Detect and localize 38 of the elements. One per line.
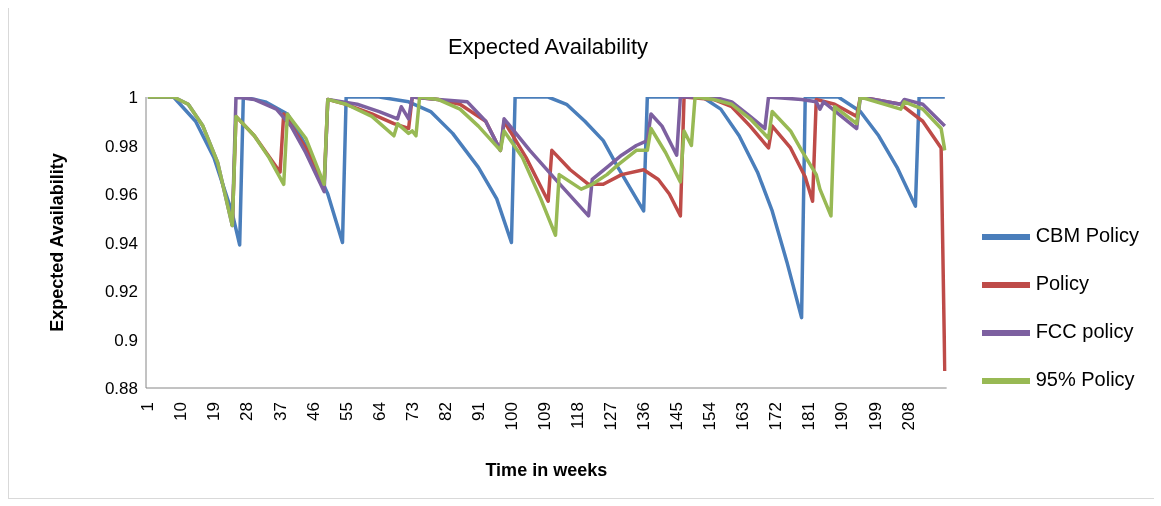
x-tick-label: 208 xyxy=(898,402,918,431)
x-tick-label: 118 xyxy=(568,402,588,430)
x-axis-title: Time in weeks xyxy=(485,460,608,480)
chart-title: Expected Availability xyxy=(446,34,650,60)
x-tick-label: 19 xyxy=(204,402,224,421)
legend-label: FCC policy xyxy=(1035,320,1134,343)
x-tick-label: 37 xyxy=(270,402,290,421)
x-tick-label: 100 xyxy=(501,402,521,431)
y-tick-label: 1 xyxy=(128,88,138,108)
x-tick-label: 163 xyxy=(733,402,753,431)
y-tick-label: 0.9 xyxy=(114,330,138,350)
x-tick-label: 154 xyxy=(700,402,720,431)
x-tick-label: 73 xyxy=(402,402,422,421)
y-tick-label: 0.96 xyxy=(104,185,138,205)
x-tick-label: 199 xyxy=(865,402,885,431)
x-tick-label: 28 xyxy=(237,402,257,421)
y-tick-label: 0.94 xyxy=(104,233,138,253)
x-tick-label: 127 xyxy=(601,402,621,431)
x-tick-label: 1 xyxy=(138,402,158,412)
x-tick-label: 82 xyxy=(435,402,455,421)
x-tick-label: 10 xyxy=(171,402,191,421)
legend-label: Policy xyxy=(1035,272,1089,295)
y-tick-label: 0.88 xyxy=(104,379,138,399)
x-tick-label: 91 xyxy=(468,402,488,421)
x-tick-label: 46 xyxy=(303,402,323,421)
x-tick-label: 136 xyxy=(634,402,654,431)
legend-label: 95% Policy xyxy=(1035,368,1135,391)
x-tick-label: 109 xyxy=(534,402,554,431)
x-tick-label: 181 xyxy=(799,402,819,431)
x-tick-label: 145 xyxy=(667,402,687,431)
x-tick-label: 64 xyxy=(369,402,389,421)
y-axis-title: Expected Availability xyxy=(47,153,68,332)
x-tick-label: 190 xyxy=(832,402,852,431)
x-tick-label: 55 xyxy=(336,402,356,421)
legend-label: CBM Policy xyxy=(1035,224,1139,247)
x-tick-label: 172 xyxy=(766,402,786,431)
y-tick-label: 0.98 xyxy=(104,136,138,156)
y-tick-label: 0.92 xyxy=(104,282,138,302)
